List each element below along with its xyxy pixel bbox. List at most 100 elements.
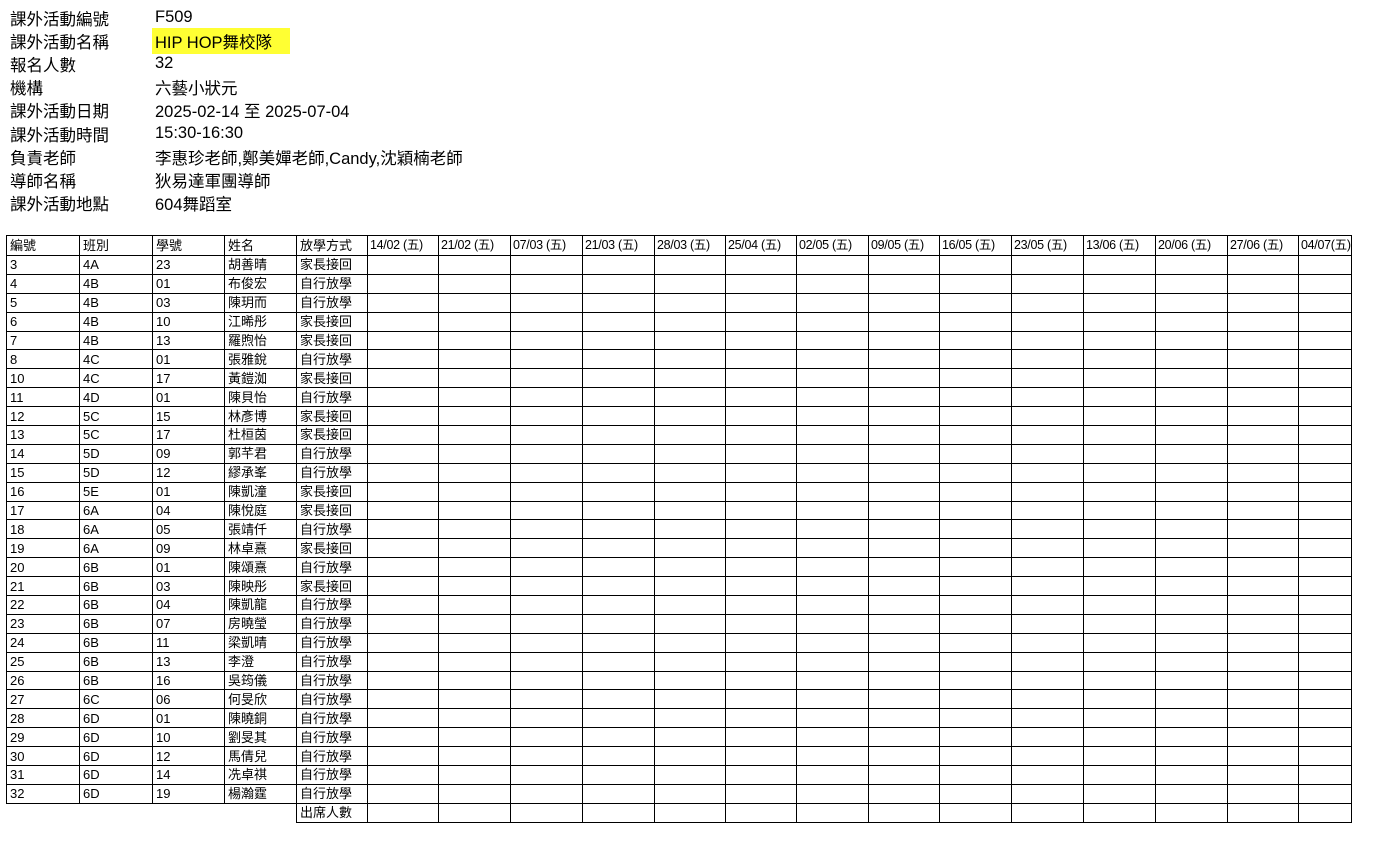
attendance-cell[interactable] xyxy=(796,311,869,332)
attendance-cell[interactable] xyxy=(725,349,797,370)
attendance-cell[interactable] xyxy=(654,746,726,767)
attendance-cell[interactable] xyxy=(868,765,940,785)
attendance-cell[interactable] xyxy=(939,273,1012,294)
attendance-cell[interactable] xyxy=(796,765,869,785)
attendance-cell[interactable] xyxy=(1227,689,1299,710)
attendance-cell[interactable] xyxy=(582,425,655,445)
attendance-cell[interactable] xyxy=(438,387,511,408)
attendance-cell[interactable] xyxy=(654,255,726,275)
attendance-cell[interactable] xyxy=(868,519,940,540)
attendance-cell[interactable] xyxy=(868,632,940,653)
attendance-cell[interactable] xyxy=(1155,368,1228,389)
attendance-cell[interactable] xyxy=(1155,273,1228,294)
attendance-cell[interactable] xyxy=(725,727,797,748)
attendance-cell[interactable] xyxy=(939,349,1012,370)
attendance-cell[interactable] xyxy=(725,255,797,275)
attendance-cell[interactable] xyxy=(796,746,869,767)
attendance-cell[interactable] xyxy=(582,595,655,615)
attendance-cell[interactable] xyxy=(367,519,439,540)
attendance-cell[interactable] xyxy=(1298,292,1352,313)
attendance-cell[interactable] xyxy=(796,273,869,294)
attendance-cell[interactable] xyxy=(1011,311,1084,332)
attendance-cell[interactable] xyxy=(939,292,1012,313)
attendance-cell[interactable] xyxy=(1011,387,1084,408)
attendance-cell[interactable] xyxy=(510,330,583,351)
attendance-cell[interactable] xyxy=(654,273,726,294)
attendance-cell[interactable] xyxy=(796,500,869,521)
attendance-cell[interactable] xyxy=(1155,783,1228,804)
attendance-cell[interactable] xyxy=(510,387,583,408)
attendance-cell[interactable] xyxy=(438,613,511,634)
attendance-cell[interactable] xyxy=(438,462,511,483)
attendance-cell[interactable] xyxy=(868,500,940,521)
attendance-cell[interactable] xyxy=(1011,595,1084,615)
attendance-cell[interactable] xyxy=(1011,538,1084,559)
attendance-cell[interactable] xyxy=(1083,689,1156,710)
attendance-cell[interactable] xyxy=(1083,613,1156,634)
attendance-cell[interactable] xyxy=(654,765,726,785)
attendance-cell[interactable] xyxy=(1011,255,1084,275)
attendance-cell[interactable] xyxy=(868,387,940,408)
attendance-cell[interactable] xyxy=(1083,443,1156,464)
attendance-cell[interactable] xyxy=(1227,651,1299,672)
attendance-cell[interactable] xyxy=(654,481,726,502)
attendance-cell[interactable] xyxy=(796,689,869,710)
attendance-cell[interactable] xyxy=(1227,311,1299,332)
attendance-cell[interactable] xyxy=(725,670,797,691)
attendance-cell[interactable] xyxy=(1298,670,1352,691)
attendance-cell[interactable] xyxy=(1155,349,1228,370)
attendance-cell[interactable] xyxy=(1298,255,1352,275)
attendance-cell[interactable] xyxy=(868,406,940,427)
attendance-cell[interactable] xyxy=(939,576,1012,597)
attendance-cell[interactable] xyxy=(1227,368,1299,389)
attendance-cell[interactable] xyxy=(1155,632,1228,653)
attendance-cell[interactable] xyxy=(796,406,869,427)
attendance-cell[interactable] xyxy=(1011,557,1084,578)
attendance-cell[interactable] xyxy=(725,538,797,559)
attendance-cell[interactable] xyxy=(1083,368,1156,389)
attendance-cell[interactable] xyxy=(582,387,655,408)
attendance-cell[interactable] xyxy=(725,576,797,597)
attendance-cell[interactable] xyxy=(939,557,1012,578)
attendance-cell[interactable] xyxy=(1227,595,1299,615)
attendance-cell[interactable] xyxy=(1298,557,1352,578)
attendance-cell[interactable] xyxy=(868,538,940,559)
attendance-cell[interactable] xyxy=(725,462,797,483)
attendance-cell[interactable] xyxy=(725,613,797,634)
attendance-cell[interactable] xyxy=(1011,670,1084,691)
attendance-cell[interactable] xyxy=(1011,500,1084,521)
attendance-cell[interactable] xyxy=(654,330,726,351)
attendance-cell[interactable] xyxy=(438,765,511,785)
attendance-cell[interactable] xyxy=(510,538,583,559)
attendance-cell[interactable] xyxy=(939,538,1012,559)
attendance-count-cell[interactable] xyxy=(868,802,940,823)
attendance-cell[interactable] xyxy=(939,500,1012,521)
attendance-cell[interactable] xyxy=(510,670,583,691)
attendance-cell[interactable] xyxy=(1011,349,1084,370)
attendance-cell[interactable] xyxy=(1298,613,1352,634)
attendance-cell[interactable] xyxy=(725,311,797,332)
attendance-cell[interactable] xyxy=(1011,519,1084,540)
attendance-cell[interactable] xyxy=(1011,651,1084,672)
attendance-cell[interactable] xyxy=(654,462,726,483)
attendance-cell[interactable] xyxy=(367,311,439,332)
attendance-cell[interactable] xyxy=(868,462,940,483)
attendance-cell[interactable] xyxy=(654,311,726,332)
attendance-cell[interactable] xyxy=(725,368,797,389)
attendance-cell[interactable] xyxy=(868,576,940,597)
attendance-cell[interactable] xyxy=(725,273,797,294)
attendance-cell[interactable] xyxy=(1227,613,1299,634)
attendance-cell[interactable] xyxy=(939,311,1012,332)
attendance-cell[interactable] xyxy=(1155,406,1228,427)
attendance-cell[interactable] xyxy=(725,519,797,540)
attendance-cell[interactable] xyxy=(438,670,511,691)
attendance-cell[interactable] xyxy=(796,670,869,691)
attendance-cell[interactable] xyxy=(1298,462,1352,483)
attendance-cell[interactable] xyxy=(1155,765,1228,785)
attendance-cell[interactable] xyxy=(796,595,869,615)
attendance-cell[interactable] xyxy=(510,576,583,597)
attendance-cell[interactable] xyxy=(1083,727,1156,748)
attendance-cell[interactable] xyxy=(1155,557,1228,578)
attendance-cell[interactable] xyxy=(438,481,511,502)
attendance-cell[interactable] xyxy=(796,708,869,729)
